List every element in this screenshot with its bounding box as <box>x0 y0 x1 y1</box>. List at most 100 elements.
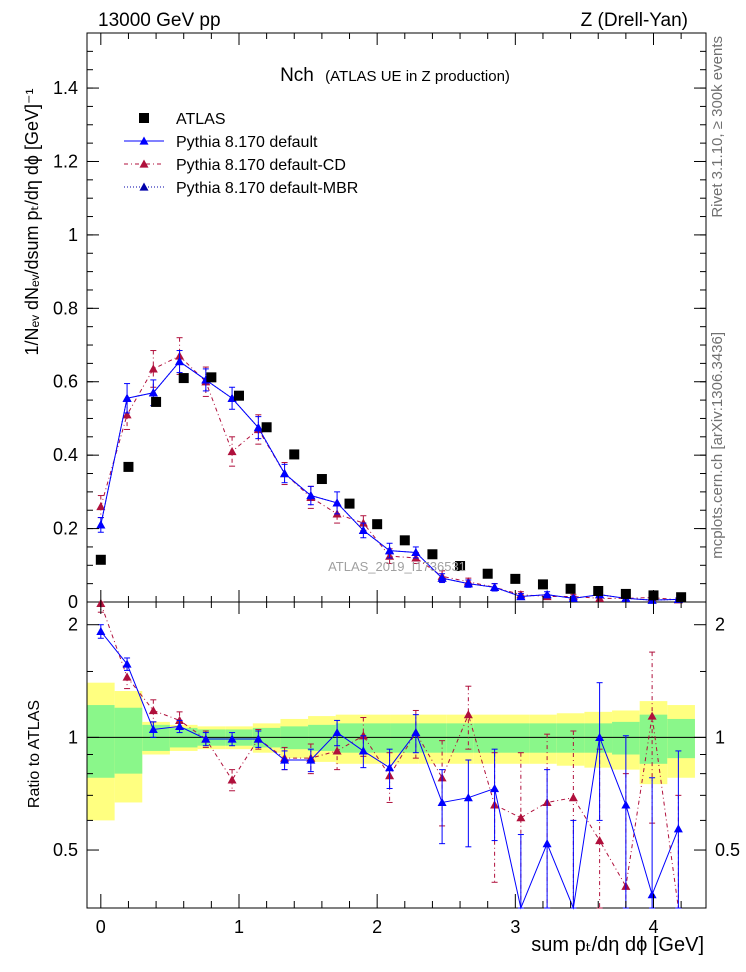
main-y-axis-label: 1/Nₑᵥ dNₑᵥ/dsum pₜ/dη dϕ [GeV]⁻¹ <box>22 89 42 356</box>
data-point-marker <box>537 579 548 590</box>
ratio-marker <box>358 746 368 755</box>
ratio-y-tick-label-right: 0.5 <box>715 840 740 860</box>
ratio-marker <box>148 705 158 715</box>
data-point-marker <box>593 585 604 596</box>
band-inner-bin <box>473 723 502 753</box>
ratio-y-tick-label: 0.5 <box>53 840 78 860</box>
ratio-marker <box>227 734 237 743</box>
series-marker <box>253 423 263 432</box>
ratio-y-tick-label-right: 1 <box>715 727 725 747</box>
legend: ATLAS Pythia 8.170 default Pythia 8.170 de… <box>124 111 358 197</box>
series-marker <box>411 547 421 557</box>
ratio-marker <box>542 839 552 848</box>
ratio-marker <box>227 775 237 784</box>
data-point-marker <box>427 549 438 560</box>
data-point-marker <box>206 372 217 383</box>
data-point-marker <box>233 390 244 401</box>
x-axis-label: sum pₜ/dη dϕ [GeV] <box>531 934 704 956</box>
series-marker <box>332 498 342 507</box>
ratio-marker <box>673 824 683 833</box>
ratio-marker <box>332 728 342 737</box>
ratio-marker <box>122 672 132 681</box>
header-energy: 13000 GeV pp <box>98 10 221 31</box>
series-marker <box>122 393 132 402</box>
plot-title-main: Nch <box>280 65 314 86</box>
band-inner-bin <box>87 705 115 778</box>
main-y-tick-label: 0.6 <box>53 372 78 392</box>
legend-label: Pythia 8.170 default-MBR <box>176 180 358 197</box>
data-point-marker <box>261 422 272 433</box>
band-inner-bin <box>363 723 391 753</box>
ratio-marker <box>411 728 421 737</box>
ratio-y-tick-label: 2 <box>68 615 78 635</box>
main-y-tick-label: 0 <box>68 592 78 612</box>
mcplots-label: mcplots.cern.ch [arXiv:1306.3436] <box>709 332 726 559</box>
series-marker <box>463 579 473 588</box>
legend-label: Pythia 8.170 default <box>176 134 318 151</box>
main-panel-series <box>95 337 687 604</box>
ratio-marker <box>595 732 605 741</box>
legend-marker <box>139 136 149 145</box>
series-marker <box>280 469 290 478</box>
ratio-marker <box>516 813 526 822</box>
band-inner-bin <box>308 724 336 751</box>
ratio-panel-series <box>96 598 683 910</box>
ratio-marker <box>647 890 657 899</box>
data-point-marker <box>510 573 521 584</box>
band-inner-bin <box>446 723 474 753</box>
main-y-tick-label: 1.2 <box>53 151 78 171</box>
series-marker <box>568 593 578 602</box>
data-point-marker <box>316 474 327 485</box>
ratio-marker <box>148 724 158 734</box>
ratio-marker <box>253 734 263 743</box>
series-marker <box>516 591 526 601</box>
x-tick-label: 3 <box>510 917 520 937</box>
ratio-y-tick-label-right: 2 <box>715 615 725 635</box>
series-marker <box>122 410 132 419</box>
data-point-marker <box>289 449 300 460</box>
data-point-marker <box>372 519 383 530</box>
axes-frame <box>86 32 707 909</box>
main-y-tick-label: 1 <box>68 225 78 245</box>
data-point-marker <box>344 498 355 509</box>
ratio-y-tick-label: 1 <box>68 727 78 747</box>
ratio-marker <box>122 659 132 668</box>
band-inner-bin <box>639 714 668 764</box>
ratio-marker <box>647 711 657 720</box>
ratio-marker <box>463 710 473 719</box>
ratio-marker <box>385 763 395 772</box>
band-inner-bin <box>390 723 419 753</box>
ratio-panel-frame <box>86 601 707 909</box>
main-y-tick-label: 0.8 <box>53 298 78 318</box>
ratio-marker <box>595 836 605 845</box>
ratio-marker <box>175 721 185 730</box>
data-point-marker <box>151 396 162 407</box>
ratio-uncertainty-bands <box>87 682 695 821</box>
ratio-marker <box>568 793 578 802</box>
band-inner-bin <box>114 707 143 774</box>
series-marker <box>490 582 500 591</box>
band-inner-bin <box>667 718 695 759</box>
ratio-marker <box>437 797 447 807</box>
series-marker <box>437 573 447 582</box>
band-inner-bin <box>556 723 585 753</box>
ratio-marker <box>280 755 290 764</box>
series-marker <box>148 364 158 373</box>
ratio-marker <box>332 746 342 755</box>
ratio-marker <box>463 793 473 802</box>
data-point-marker <box>565 583 576 594</box>
rivet-label: Rivet 3.1.10, ≥ 300k events <box>709 36 726 218</box>
data-point-marker <box>620 588 631 599</box>
data-point-marker <box>123 461 134 472</box>
data-point-marker <box>399 535 410 546</box>
legend-marker <box>139 159 149 168</box>
ratio-marker <box>621 800 631 809</box>
series-marker <box>227 446 237 456</box>
x-tick-label: 1 <box>234 917 244 937</box>
data-point-marker <box>178 373 189 384</box>
ratio-marker <box>96 626 106 635</box>
legend-marker <box>139 182 149 191</box>
ratio-marker <box>306 755 316 764</box>
series-marker <box>358 525 368 535</box>
data-point-marker <box>95 554 106 565</box>
